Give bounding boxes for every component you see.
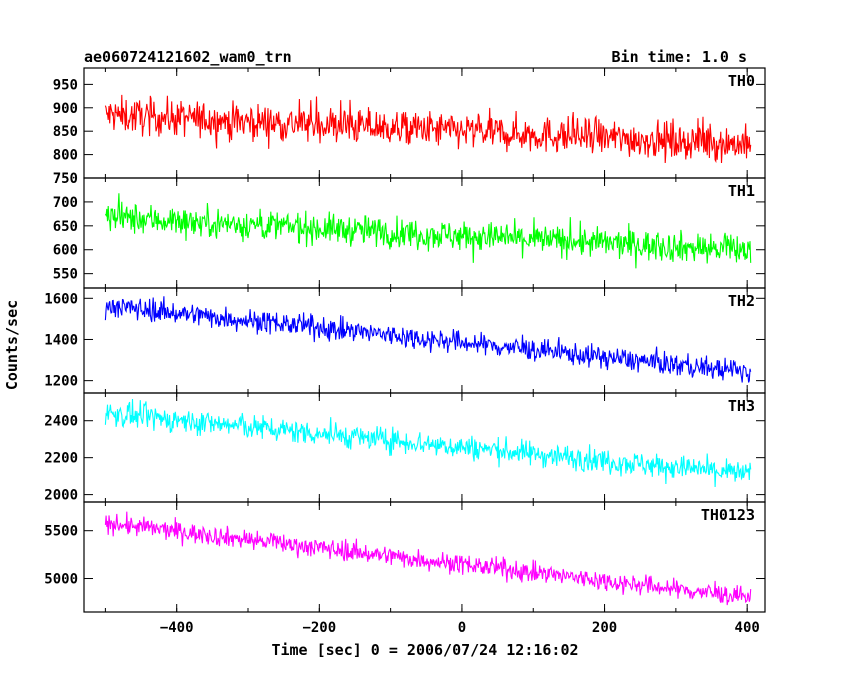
panel-th1: 550 600 650 700 TH1 [53, 177, 766, 289]
y-tick-label: 2400 [44, 414, 78, 430]
y-tick-label: 550 [53, 267, 78, 283]
y-tick-label: 900 [53, 101, 78, 117]
series-th0123 [104, 511, 752, 606]
panel-label-th3: TH3 [728, 397, 755, 415]
panel-th0123: 5000 5500 TH0123 [44, 501, 766, 613]
x-tick-label: −400 [160, 620, 194, 636]
x-tick-label: 0 [458, 620, 466, 636]
bin-time-label: Bin time: 1.0 s [612, 48, 747, 66]
y-tick-label: 950 [53, 77, 78, 93]
panel-label-th1: TH1 [728, 182, 755, 200]
y-tick-label: 1400 [44, 332, 78, 348]
y-tick-label: 700 [53, 195, 78, 211]
panel-label-th0123: TH0123 [701, 506, 755, 524]
y-tick-label: 5000 [44, 572, 78, 588]
x-tick-label: 400 [735, 620, 760, 636]
y-axis-label: Counts/sec [3, 300, 21, 390]
series-th2 [104, 296, 752, 383]
panel-th2: 1200 1400 1600 TH2 [44, 287, 766, 394]
x-tick-label: 200 [592, 620, 617, 636]
chart-title: ae060724121602_wam0_trn [84, 48, 292, 66]
panel-frame [83, 392, 766, 503]
y-tick-label: 2200 [44, 451, 78, 467]
y-tick-label: 600 [53, 243, 78, 259]
y-tick-label: 650 [53, 219, 78, 235]
panel-frame [83, 501, 766, 613]
panel-th0: 750 800 850 900 950 TH0 [53, 67, 766, 187]
y-tick-label: 1200 [44, 374, 78, 390]
x-axis-label: Time [sec] 0 = 2006/07/24 12:16:02 [271, 641, 578, 659]
y-tick-label: 800 [53, 148, 78, 164]
y-tick-label: 850 [53, 124, 78, 140]
y-tick-label: 1600 [44, 291, 78, 307]
series-th0 [104, 94, 752, 164]
panel-th3: 2000 2200 2400 TH3 [44, 392, 766, 504]
y-tick-label: 2000 [44, 488, 78, 504]
panel-label-th0: TH0 [728, 72, 755, 90]
y-tick-label: 5500 [44, 524, 78, 540]
panels: 750 800 850 900 950 TH0 550 600 650 700 TH1 1200 140… [44, 67, 766, 613]
x-axis: −400 −200 0 200 400 [160, 620, 760, 636]
x-tick-label: −200 [302, 620, 336, 636]
series-th3 [104, 398, 752, 488]
series-th1 [104, 193, 752, 269]
y-tick-label: 750 [53, 171, 78, 187]
panel-label-th2: TH2 [728, 292, 755, 310]
